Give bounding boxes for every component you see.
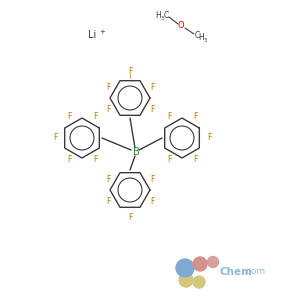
Text: −: −	[137, 146, 142, 152]
Text: F: F	[150, 175, 154, 184]
Text: F: F	[193, 112, 197, 122]
Text: F: F	[150, 196, 154, 206]
Circle shape	[179, 273, 193, 287]
Text: 3: 3	[160, 16, 164, 20]
Text: B: B	[133, 147, 140, 157]
Circle shape	[208, 256, 218, 268]
Text: Chem: Chem	[220, 267, 253, 277]
Text: +: +	[99, 29, 105, 35]
Text: Li: Li	[88, 30, 96, 40]
Text: F: F	[106, 196, 110, 206]
Text: F: F	[150, 82, 154, 91]
Text: F: F	[53, 134, 57, 142]
Text: C: C	[194, 32, 200, 40]
Circle shape	[176, 259, 194, 277]
Text: F: F	[150, 104, 154, 113]
Text: C: C	[164, 11, 169, 20]
Text: F: F	[167, 112, 171, 122]
Text: H: H	[198, 34, 204, 43]
Text: F: F	[93, 112, 97, 122]
Text: F: F	[93, 154, 97, 164]
Circle shape	[193, 276, 205, 288]
Text: F: F	[67, 154, 71, 164]
Text: 3: 3	[203, 38, 207, 43]
Text: F: F	[128, 212, 132, 221]
Text: .com: .com	[243, 268, 265, 277]
Text: F: F	[193, 154, 197, 164]
Text: F: F	[167, 154, 171, 164]
Text: F: F	[128, 67, 132, 76]
Text: F: F	[207, 134, 211, 142]
Text: F: F	[106, 175, 110, 184]
Text: O: O	[178, 22, 184, 31]
Text: H: H	[155, 11, 161, 20]
Text: F: F	[106, 104, 110, 113]
Circle shape	[193, 257, 207, 271]
Text: F: F	[106, 82, 110, 91]
Text: F: F	[67, 112, 71, 122]
